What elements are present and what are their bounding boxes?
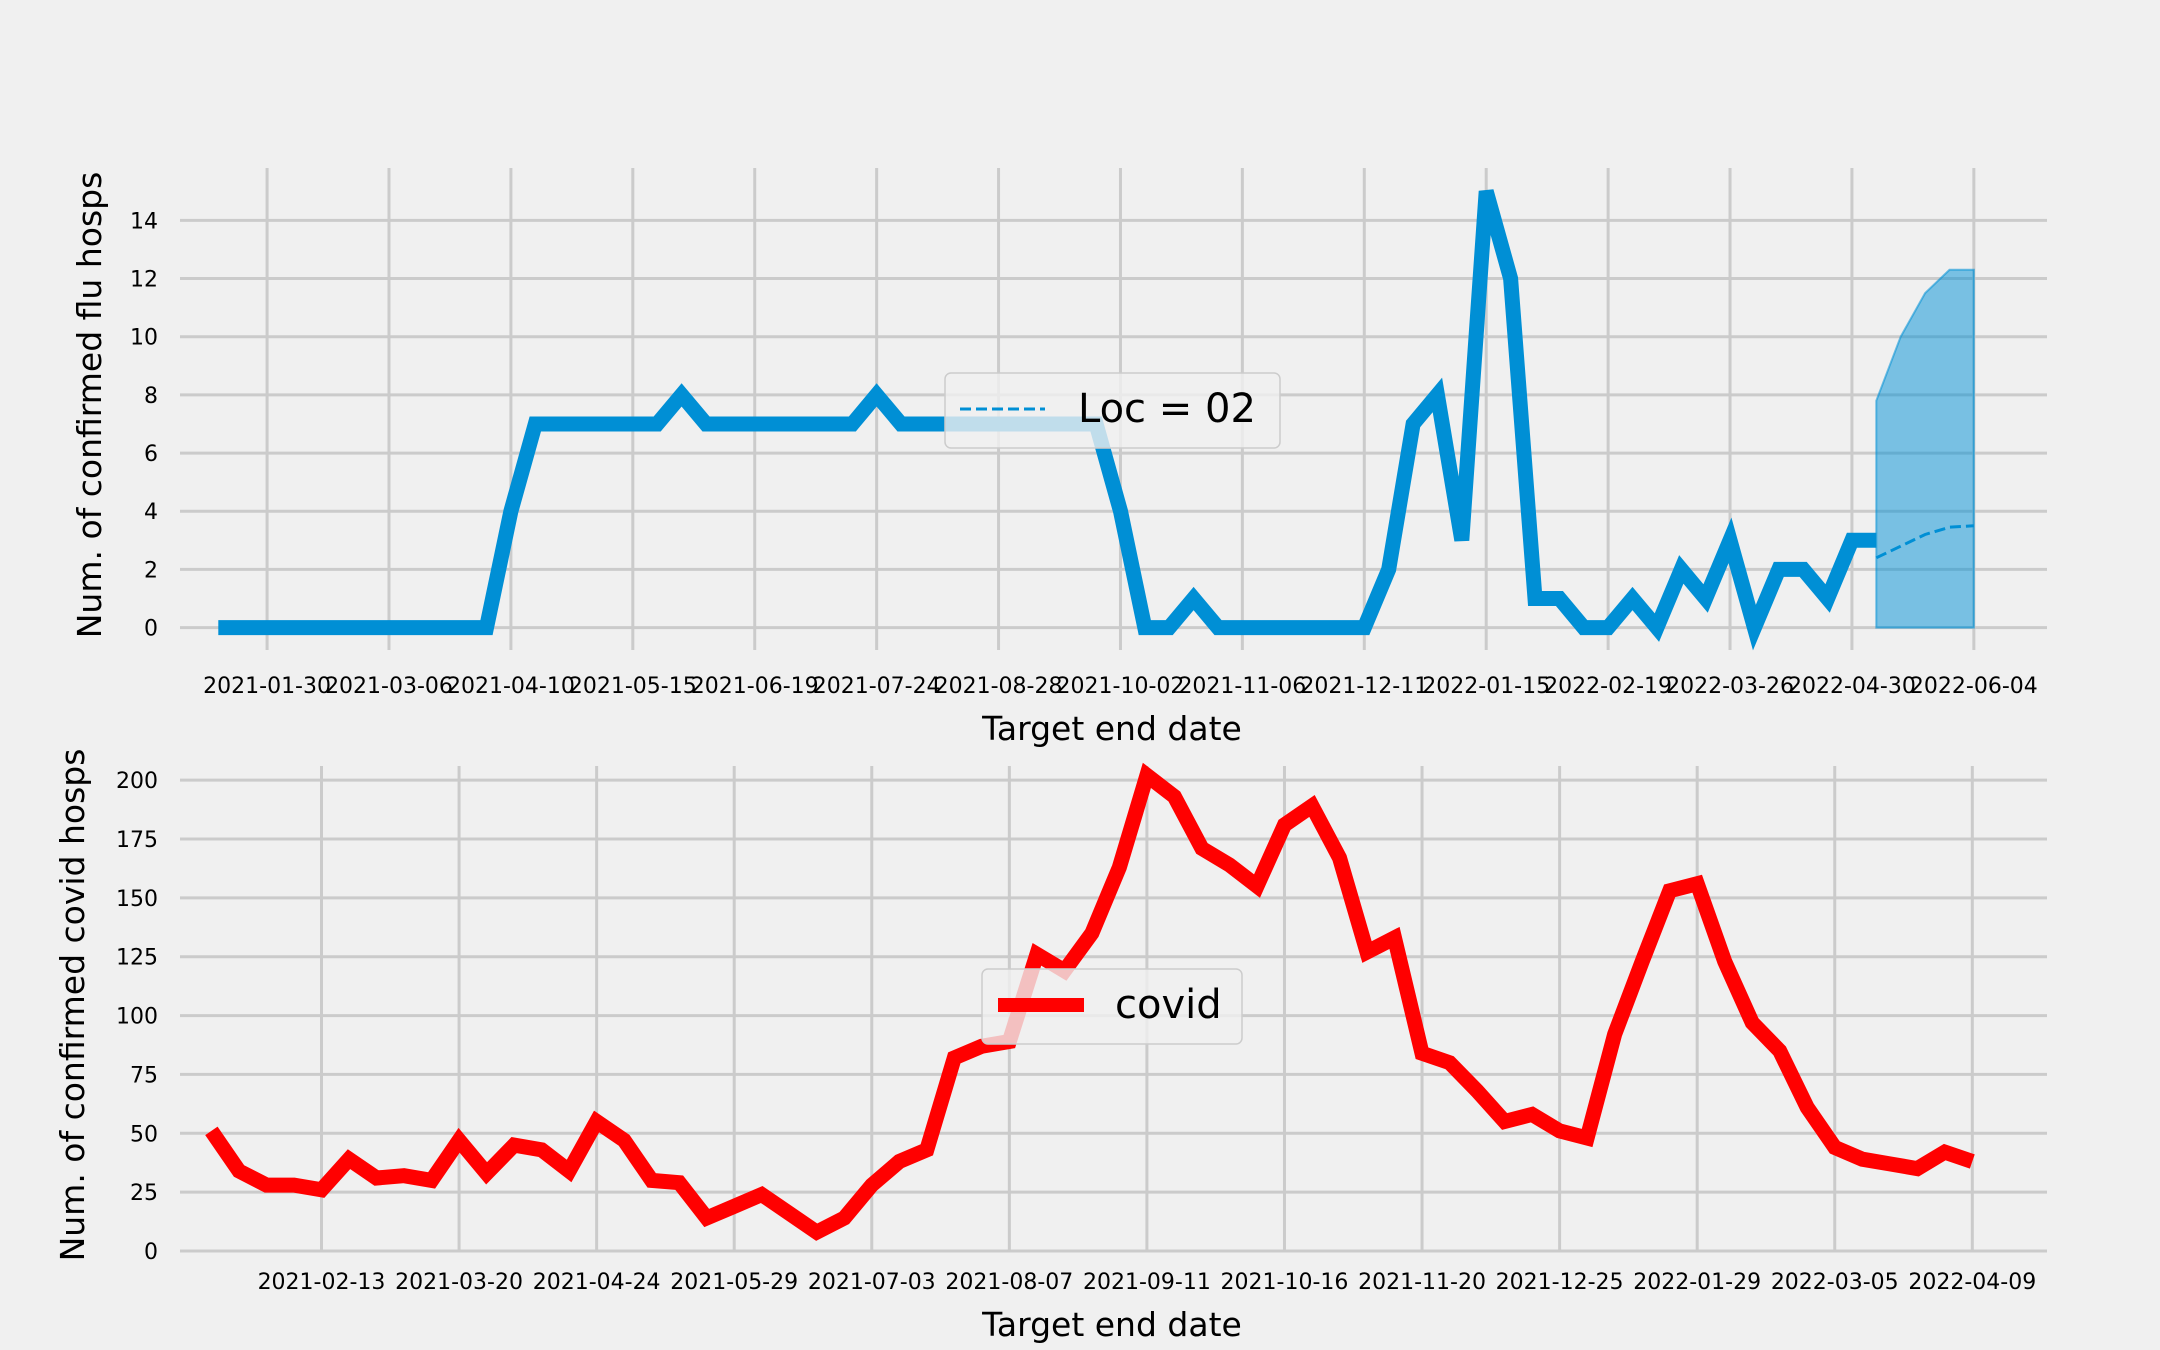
covid-y-tick-label: 125 bbox=[116, 946, 158, 971]
covid-x-tick-label: 2022-04-09 bbox=[1908, 1270, 2036, 1295]
covid-x-tick-label: 2021-08-07 bbox=[945, 1270, 1073, 1295]
flu-x-tick-label: 2021-01-30 bbox=[203, 674, 331, 699]
covid-chart-y-axis-label: Num. of confirmed covid hosps bbox=[53, 749, 92, 1262]
flu-chart-y-axis-label: Num. of confirmed flu hosps bbox=[70, 172, 109, 639]
covid-x-tick-label: 2021-03-20 bbox=[395, 1270, 523, 1295]
covid-x-tick-label: 2022-03-05 bbox=[1771, 1270, 1899, 1295]
flu-x-tick-label: 2021-05-15 bbox=[569, 674, 697, 699]
covid-x-tick-label: 2021-02-13 bbox=[258, 1270, 386, 1295]
covid-y-tick-label: 150 bbox=[116, 887, 158, 912]
covid-chart-series bbox=[205, 762, 1975, 1241]
flu-y-tick-label: 4 bbox=[144, 500, 158, 525]
flu-x-tick-label: 2021-10-02 bbox=[1057, 674, 1185, 699]
flu-y-tick-label: 12 bbox=[130, 268, 158, 293]
flu-x-tick-label: 2021-03-06 bbox=[325, 674, 453, 699]
flu-x-tick-label: 2022-03-26 bbox=[1666, 674, 1794, 699]
covid-x-tick-label: 2021-04-24 bbox=[533, 1270, 661, 1295]
covid-chart-x-ticks: 2021-02-13 2021-03-20 2021-04-24 2021-05-29… bbox=[258, 1270, 2037, 1295]
flu-y-tick-label: 0 bbox=[144, 617, 158, 642]
flu-chart-legend-box bbox=[944, 372, 1281, 449]
flu-y-tick-label: 8 bbox=[144, 384, 158, 409]
covid-x-tick-label: 2021-05-29 bbox=[670, 1270, 798, 1295]
covid-x-tick-label: 2021-10-16 bbox=[1221, 1270, 1349, 1295]
covid-chart-grid bbox=[180, 766, 2047, 1253]
flu-x-tick-label: 2022-02-19 bbox=[1544, 674, 1672, 699]
flu-x-tick-label: 2021-11-06 bbox=[1178, 674, 1306, 699]
flu-chart-x-ticks: 2021-01-302021-03-062021-04-102021-05-15… bbox=[203, 674, 2038, 699]
flu-x-tick-label: 2021-12-11 bbox=[1300, 674, 1428, 699]
covid-series-line bbox=[205, 762, 1975, 1241]
covid-y-tick-label: 100 bbox=[116, 1005, 158, 1030]
flu-forecast-median-line bbox=[1875, 524, 1974, 560]
covid-chart-legend: covid bbox=[981, 968, 1243, 1045]
flu-x-tick-label: 2022-04-30 bbox=[1788, 674, 1916, 699]
covid-x-tick-label: 2021-11-20 bbox=[1358, 1270, 1486, 1295]
covid-chart-x-axis-label: Target end date bbox=[981, 1305, 1242, 1344]
covid-x-tick-label: 2022-01-29 bbox=[1633, 1270, 1761, 1295]
covid-chart-y-ticks: 0 25 50 75 100 125 150 175 200 bbox=[116, 769, 158, 1265]
covid-x-tick-label: 2021-07-03 bbox=[808, 1270, 936, 1295]
covid-y-tick-label: 175 bbox=[116, 828, 158, 853]
flu-chart-legend: Loc = 02 bbox=[944, 372, 1281, 449]
covid-chart-legend-label: covid bbox=[1115, 982, 1222, 1028]
covid-chart-panel: 2021-02-13 2021-03-20 2021-04-24 2021-05-29… bbox=[53, 749, 2047, 1344]
flu-x-tick-label: 2021-06-19 bbox=[691, 674, 819, 699]
flu-x-tick-label: 2021-08-28 bbox=[935, 674, 1063, 699]
flu-chart-legend-label: Loc = 02 bbox=[1078, 386, 1256, 432]
flu-x-tick-label: 2022-06-04 bbox=[1910, 674, 2038, 699]
covid-y-tick-label: 25 bbox=[130, 1181, 158, 1206]
flu-chart-x-axis-label: Target end date bbox=[981, 709, 1242, 748]
flu-chart-panel: 2021-01-302021-03-062021-04-102021-05-15… bbox=[70, 168, 2047, 748]
covid-chart-legend-box bbox=[981, 968, 1243, 1045]
covid-y-tick-label: 0 bbox=[144, 1240, 158, 1265]
flu-y-tick-label: 14 bbox=[130, 209, 158, 234]
flu-x-tick-label: 2022-01-15 bbox=[1422, 674, 1550, 699]
flu-x-tick-label: 2021-04-10 bbox=[447, 674, 575, 699]
flu-y-tick-label: 6 bbox=[144, 442, 158, 467]
flu-y-tick-label: 2 bbox=[144, 558, 158, 583]
flu-chart-y-ticks: 0 2 4 6 8 10 12 14 bbox=[130, 209, 158, 641]
covid-x-tick-label: 2021-09-11 bbox=[1083, 1270, 1211, 1295]
flu-x-tick-label: 2021-07-24 bbox=[813, 674, 941, 699]
covid-y-tick-label: 50 bbox=[130, 1122, 158, 1147]
flu-forecast-band bbox=[1875, 268, 1975, 629]
covid-y-tick-label: 75 bbox=[130, 1063, 158, 1088]
covid-y-tick-label: 200 bbox=[116, 769, 158, 794]
covid-x-tick-label: 2021-12-25 bbox=[1496, 1270, 1624, 1295]
flu-y-tick-label: 10 bbox=[130, 326, 158, 351]
